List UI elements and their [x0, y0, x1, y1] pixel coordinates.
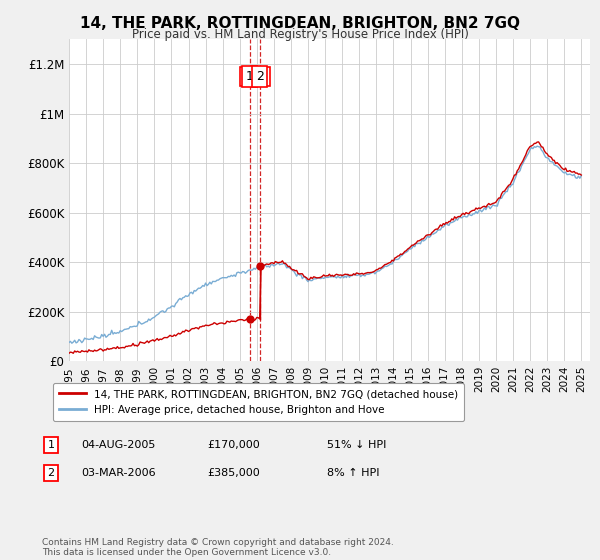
Text: 03-MAR-2006: 03-MAR-2006 [81, 468, 155, 478]
Text: £385,000: £385,000 [207, 468, 260, 478]
Text: 8% ↑ HPI: 8% ↑ HPI [327, 468, 380, 478]
Text: 1: 1 [246, 70, 254, 83]
Text: Contains HM Land Registry data © Crown copyright and database right 2024.
This d: Contains HM Land Registry data © Crown c… [42, 538, 394, 557]
Text: 04-AUG-2005: 04-AUG-2005 [81, 440, 155, 450]
Text: 1: 1 [47, 440, 55, 450]
Text: 1  2: 1 2 [243, 70, 266, 83]
Legend: 14, THE PARK, ROTTINGDEAN, BRIGHTON, BN2 7GQ (detached house), HPI: Average pric: 14, THE PARK, ROTTINGDEAN, BRIGHTON, BN2… [53, 382, 464, 421]
Text: 2: 2 [47, 468, 55, 478]
Text: 2: 2 [256, 70, 263, 83]
Text: 51% ↓ HPI: 51% ↓ HPI [327, 440, 386, 450]
Text: Price paid vs. HM Land Registry's House Price Index (HPI): Price paid vs. HM Land Registry's House … [131, 28, 469, 41]
Text: £170,000: £170,000 [207, 440, 260, 450]
Text: 14, THE PARK, ROTTINGDEAN, BRIGHTON, BN2 7GQ: 14, THE PARK, ROTTINGDEAN, BRIGHTON, BN2… [80, 16, 520, 31]
